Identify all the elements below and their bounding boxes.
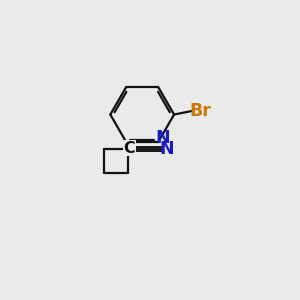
Text: C: C xyxy=(124,140,135,155)
Text: Br: Br xyxy=(189,102,211,120)
Text: N: N xyxy=(155,129,169,147)
Text: N: N xyxy=(160,140,174,158)
